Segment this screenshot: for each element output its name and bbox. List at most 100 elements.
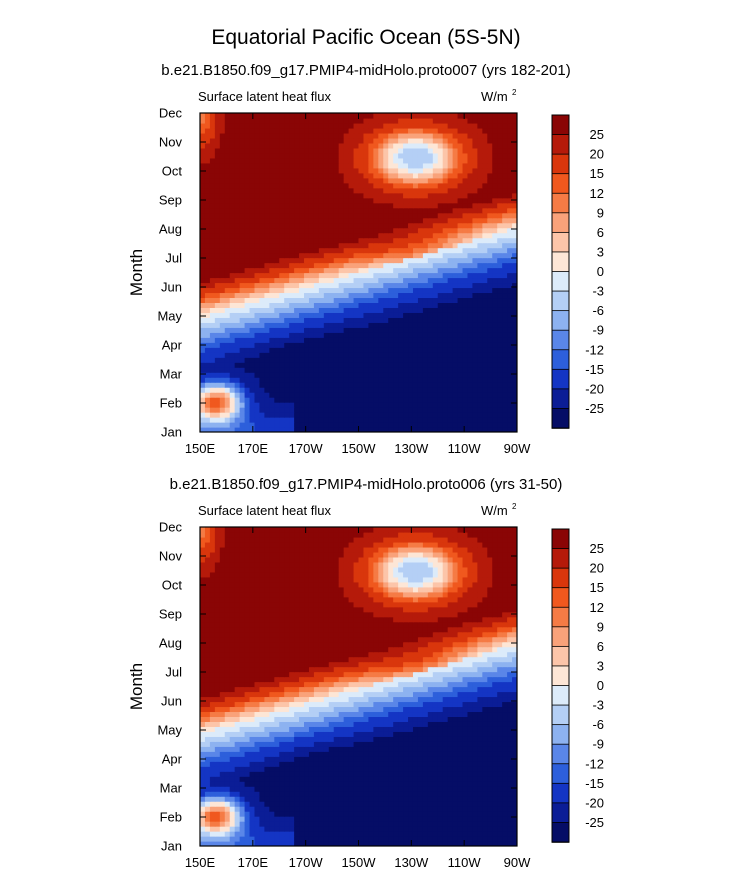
heatmap-cell: [219, 841, 226, 846]
heatmap-cell: [432, 267, 439, 274]
heatmap-cell: [318, 292, 325, 299]
heatmap-cell: [289, 352, 295, 358]
heatmap-cell: [214, 287, 221, 294]
heatmap-cell: [502, 232, 508, 239]
heatmap-cell: [472, 272, 478, 279]
heatmap-cell: [269, 142, 275, 149]
heatmap-cell: [284, 417, 290, 423]
heatmap-cell: [358, 392, 365, 398]
heatmap-cell: [308, 287, 315, 294]
heatmap-cell: [313, 247, 320, 254]
heatmap-cell: [368, 821, 374, 827]
heatmap-cell: [378, 387, 384, 393]
heatmap-cell: [403, 791, 409, 797]
heatmap-cell: [338, 277, 345, 284]
heatmap-cell: [378, 392, 384, 398]
heatmap-cell: [447, 407, 454, 413]
heatmap-cell: [323, 836, 330, 842]
heatmap-cell: [299, 307, 305, 313]
heatmap-cell: [343, 122, 350, 129]
heatmap-cell: [398, 337, 404, 343]
heatmap-cell: [467, 811, 474, 817]
heatmap-cell: [512, 272, 517, 279]
heatmap-cell: [447, 207, 454, 214]
heatmap-cell: [467, 257, 474, 264]
heatmap-cell: [512, 357, 517, 363]
heatmap-cell: [209, 187, 216, 194]
heatmap-cell: [442, 252, 449, 259]
heatmap-cell: [299, 826, 305, 832]
heatmap-cell: [492, 427, 498, 432]
heatmap-cell: [462, 367, 469, 373]
heatmap-cell: [274, 402, 280, 408]
heatmap-cell: [219, 122, 226, 129]
heatmap-cell: [219, 362, 226, 368]
heatmap-cell: [348, 257, 355, 264]
heatmap-cell: [412, 826, 419, 832]
heatmap-cell: [239, 267, 246, 274]
heatmap-cell: [299, 127, 305, 134]
heatmap-cell: [507, 167, 513, 174]
heatmap-cell: [224, 202, 231, 209]
heatmap-cell: [383, 197, 389, 204]
heatmap-cell: [333, 297, 340, 303]
colorbar-label: -9: [592, 323, 604, 338]
heatmap-cell: [452, 811, 459, 817]
heatmap-cell: [353, 417, 360, 423]
heatmap-cell: [264, 831, 270, 837]
heatmap-cell: [299, 202, 305, 209]
heatmap-cell: [417, 312, 424, 318]
heatmap-cell: [432, 307, 439, 313]
heatmap-cell: [219, 806, 226, 812]
heatmap-cell: [507, 207, 513, 214]
heatmap-cell: [512, 831, 517, 837]
heatmap-cell: [229, 212, 236, 219]
heatmap-cell: [472, 157, 478, 164]
heatmap-cell: [487, 826, 493, 832]
heatmap-cell: [338, 377, 345, 383]
heatmap-cell: [373, 172, 379, 179]
heatmap-cell: [432, 796, 439, 802]
heatmap-cell: [304, 192, 310, 199]
heatmap-cell: [353, 377, 360, 383]
heatmap-cell: [398, 117, 404, 124]
heatmap-cell: [289, 202, 295, 209]
heatmap-cell: [249, 831, 256, 837]
heatmap-cell: [219, 831, 226, 837]
heatmap-cell: [363, 113, 369, 119]
colorbar-label: -6: [592, 303, 604, 318]
heatmap-cell: [378, 247, 384, 254]
heatmap-cell: [219, 257, 226, 264]
heatmap-cell: [254, 377, 261, 383]
heatmap-cell: [204, 382, 211, 388]
heatmap-cell: [249, 342, 256, 348]
heatmap-cell: [204, 117, 211, 124]
heatmap-cell: [427, 147, 434, 154]
heatmap-cell: [353, 382, 360, 388]
heatmap-cell: [343, 152, 350, 159]
heatmap-cell: [323, 417, 330, 423]
heatmap-cell: [507, 841, 513, 846]
heatmap-cell: [264, 242, 270, 249]
heatmap-cell: [338, 806, 345, 812]
heatmap-cell: [417, 347, 424, 353]
heatmap-cell: [363, 367, 369, 373]
heatmap-cell: [353, 342, 360, 348]
heatmap-cell: [200, 796, 206, 802]
heatmap-cell: [497, 312, 503, 318]
heatmap-cell: [328, 177, 335, 184]
heatmap-cell: [512, 801, 517, 807]
heatmap-cell: [492, 801, 498, 807]
heatmap-cell: [294, 182, 300, 189]
heatmap-cell: [482, 192, 488, 199]
heatmap-cell: [289, 302, 295, 308]
heatmap-cell: [447, 352, 454, 358]
heatmap-cell: [338, 132, 345, 139]
heatmap-cell: [403, 836, 409, 842]
heatmap-cell: [269, 821, 275, 827]
heatmap-cell: [333, 841, 340, 846]
heatmap-cell: [259, 132, 265, 139]
heatmap-cell: [422, 222, 429, 229]
heatmap-cell: [294, 332, 300, 338]
heatmap-cell: [383, 382, 389, 388]
